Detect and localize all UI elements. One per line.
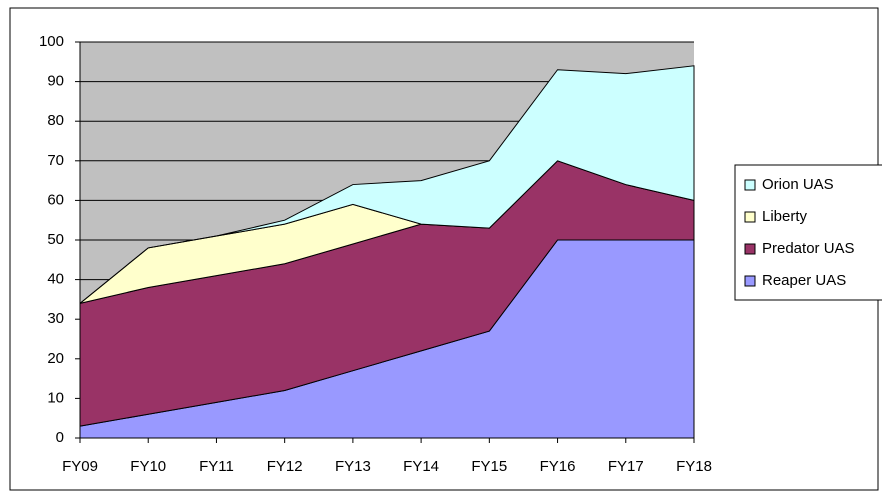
legend: Orion UAS Liberty Predator UAS Reaper UAS	[744, 176, 855, 289]
x-tick-label: FY16	[540, 458, 576, 475]
y-tick-label: 100	[39, 33, 64, 50]
area	[79, 65, 695, 304]
x-tick-label: FY11	[199, 458, 234, 475]
x-tick-label: FY12	[267, 458, 303, 475]
y-tick-label: 0	[56, 429, 64, 446]
y-tick-label: 70	[47, 152, 64, 169]
legend-label: Predator UAS	[762, 240, 855, 257]
legend-swatch	[744, 211, 756, 223]
legend-label: Orion UAS	[762, 176, 834, 193]
y-tick-label: 50	[47, 231, 64, 248]
legend-swatch	[744, 179, 756, 191]
x-tick-label: FY10	[130, 458, 166, 475]
x-tick-label: FY18	[676, 458, 712, 475]
legend-label: Liberty	[762, 208, 808, 225]
legend-label: Reaper UAS	[762, 272, 846, 289]
y-tick-label: 80	[47, 112, 64, 129]
y-tick-label: 30	[47, 310, 64, 327]
y-tick-label: 10	[47, 389, 64, 406]
x-tick-label: FY14	[403, 458, 439, 475]
legend-swatch	[744, 243, 756, 255]
plot: 0 10 20 30 40 50 60 70 80 90 100 FY09 FY10 FY11 FY12 FY…	[39, 33, 712, 475]
x-tick-label: FY17	[608, 458, 644, 475]
y-tick-label: 60	[47, 191, 64, 208]
x-tick-label: FY13	[335, 458, 371, 475]
y-tick-label: 40	[47, 271, 64, 288]
x-tick-label: FY09	[62, 458, 98, 475]
legend-swatch	[744, 275, 756, 287]
legend-box	[734, 164, 882, 301]
x-tick-label: FY15	[471, 458, 507, 475]
y-tick-label: 20	[47, 350, 64, 367]
y-tick-label: 90	[47, 73, 64, 90]
